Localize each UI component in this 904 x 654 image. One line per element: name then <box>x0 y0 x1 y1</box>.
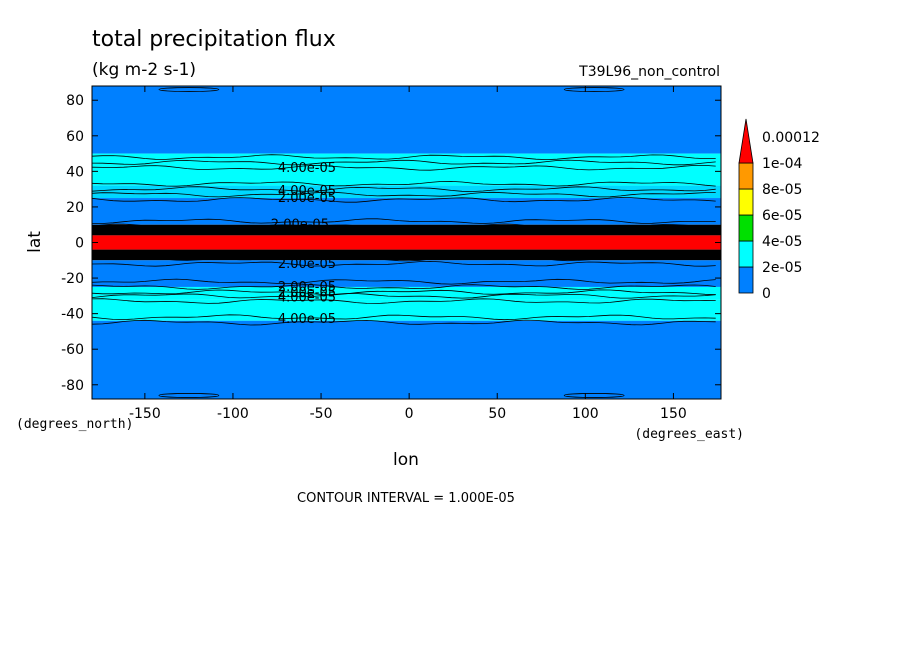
polar-contour-3 <box>563 393 625 398</box>
zonal-band-7 <box>92 260 721 287</box>
x-tick-label-4: 50 <box>488 406 506 422</box>
colorbar-swatch-1 <box>738 240 754 268</box>
colorbar-label-4: 8e-05 <box>762 182 802 198</box>
y-tick-label-7: 60 <box>66 129 84 145</box>
contour-line-19 <box>91 319 716 326</box>
colorbar-extend-triangle <box>738 118 754 164</box>
contour-line-14 <box>91 284 716 290</box>
x-tick-label-2: -50 <box>310 406 333 422</box>
contour-line-4 <box>91 186 716 192</box>
colorbar-swatch-4 <box>738 162 754 190</box>
zonal-band-5 <box>92 235 721 250</box>
contour-line-0 <box>91 154 716 161</box>
contour-line-2 <box>91 164 716 171</box>
contour-line-3 <box>91 180 716 187</box>
colorbar-label-6: 0.00012 <box>762 130 820 146</box>
contour-line-9 <box>91 228 716 235</box>
contour-line-11 <box>91 255 716 262</box>
contour-label-4: 2.00e-05 <box>278 257 336 272</box>
plot-area <box>92 86 721 399</box>
contour-labels: 4.00e-054.00e-052.00e-052.00e-052.00e-05… <box>271 161 336 327</box>
colorbar-label-5: 1e-04 <box>762 156 802 172</box>
x-tick-label-5: 100 <box>572 406 599 422</box>
contour-line-15 <box>91 289 716 296</box>
contour-line-1 <box>91 159 716 166</box>
contour-line-10 <box>91 250 716 257</box>
chart-units: (kg m-2 s-1) <box>92 60 196 80</box>
contour-line-17 <box>91 298 716 304</box>
contour-label-5: 2.00e-05 <box>278 280 336 295</box>
y-tick-label-5: 20 <box>66 200 84 216</box>
x-tick-label-0: -150 <box>129 406 161 422</box>
contour-line-8 <box>91 223 716 230</box>
polar-contour-0 <box>158 87 220 92</box>
y-units-label: (degrees_north) <box>16 417 133 432</box>
x-tick-label-1: -100 <box>217 406 249 422</box>
y-axis-label: lat <box>25 231 45 253</box>
contour-label-0: 4.00e-05 <box>278 161 336 176</box>
polar-contour-2 <box>158 393 220 398</box>
y-tick-label-3: -20 <box>61 271 84 287</box>
contour-label-1: 4.00e-05 <box>278 184 336 199</box>
contour-lines <box>91 87 716 398</box>
zonal-band-6 <box>92 249 721 261</box>
contour-line-6 <box>91 196 716 203</box>
colorbar: 0 2e-05 4e-05 6e-05 8e-05 1e-04 0.00012 <box>738 118 820 302</box>
y-tick-label-1: -60 <box>61 342 84 358</box>
contour-line-16 <box>91 293 716 299</box>
colorbar-swatch-3 <box>738 188 754 216</box>
contour-label-6: 2.00e-05 <box>278 285 336 300</box>
zonal-band-1 <box>92 153 721 186</box>
x-tick-label-3: 0 <box>405 406 414 422</box>
contour-interval-label: CONTOUR INTERVAL = 1.000E-05 <box>297 491 515 506</box>
colorbar-swatch-2 <box>738 214 754 242</box>
y-tick-label-4: 0 <box>75 236 84 252</box>
zonal-band-10 <box>92 320 721 399</box>
y-tick-label-8: 80 <box>66 93 84 109</box>
zonal-band-3 <box>92 198 721 225</box>
colorbar-label-3: 6e-05 <box>762 208 802 224</box>
y-axis-ticks: -80 -60 -40 -20 0 20 40 60 80 <box>61 93 721 394</box>
contour-line-18 <box>91 314 716 321</box>
contour-label-3: 2.00e-05 <box>271 218 329 233</box>
x-axis-label: lon <box>393 450 419 470</box>
x-units-label: (degrees_east) <box>634 427 744 442</box>
y-tick-label-6: 40 <box>66 164 84 180</box>
y-tick-label-0: -80 <box>61 378 84 394</box>
zonal-band-8 <box>92 286 721 300</box>
contour-label-2: 2.00e-05 <box>278 191 336 206</box>
colorbar-label-1: 2e-05 <box>762 260 802 276</box>
colorbar-swatch-0 <box>738 266 754 294</box>
contour-line-5 <box>91 191 716 198</box>
contour-label-7: 4.00e-05 <box>278 291 336 306</box>
zonal-band-2 <box>92 185 721 199</box>
y-tick-label-2: -40 <box>61 307 84 323</box>
polar-contour-1 <box>563 87 625 92</box>
chart-title: total precipitation flux <box>92 27 336 52</box>
contour-line-7 <box>92 218 716 224</box>
colorbar-label-2: 4e-05 <box>762 234 802 250</box>
contour-label-8: 4.00e-05 <box>278 312 336 327</box>
dataset-label: T39L96_non_control <box>578 64 720 80</box>
contour-line-12 <box>91 260 716 267</box>
zonal-band-0 <box>92 86 721 154</box>
contour-line-13 <box>91 278 716 285</box>
x-axis-ticks: -150 -100 -50 0 50 100 150 <box>129 86 687 422</box>
colorbar-label-0: 0 <box>762 286 771 302</box>
x-tick-label-6: 150 <box>660 406 687 422</box>
